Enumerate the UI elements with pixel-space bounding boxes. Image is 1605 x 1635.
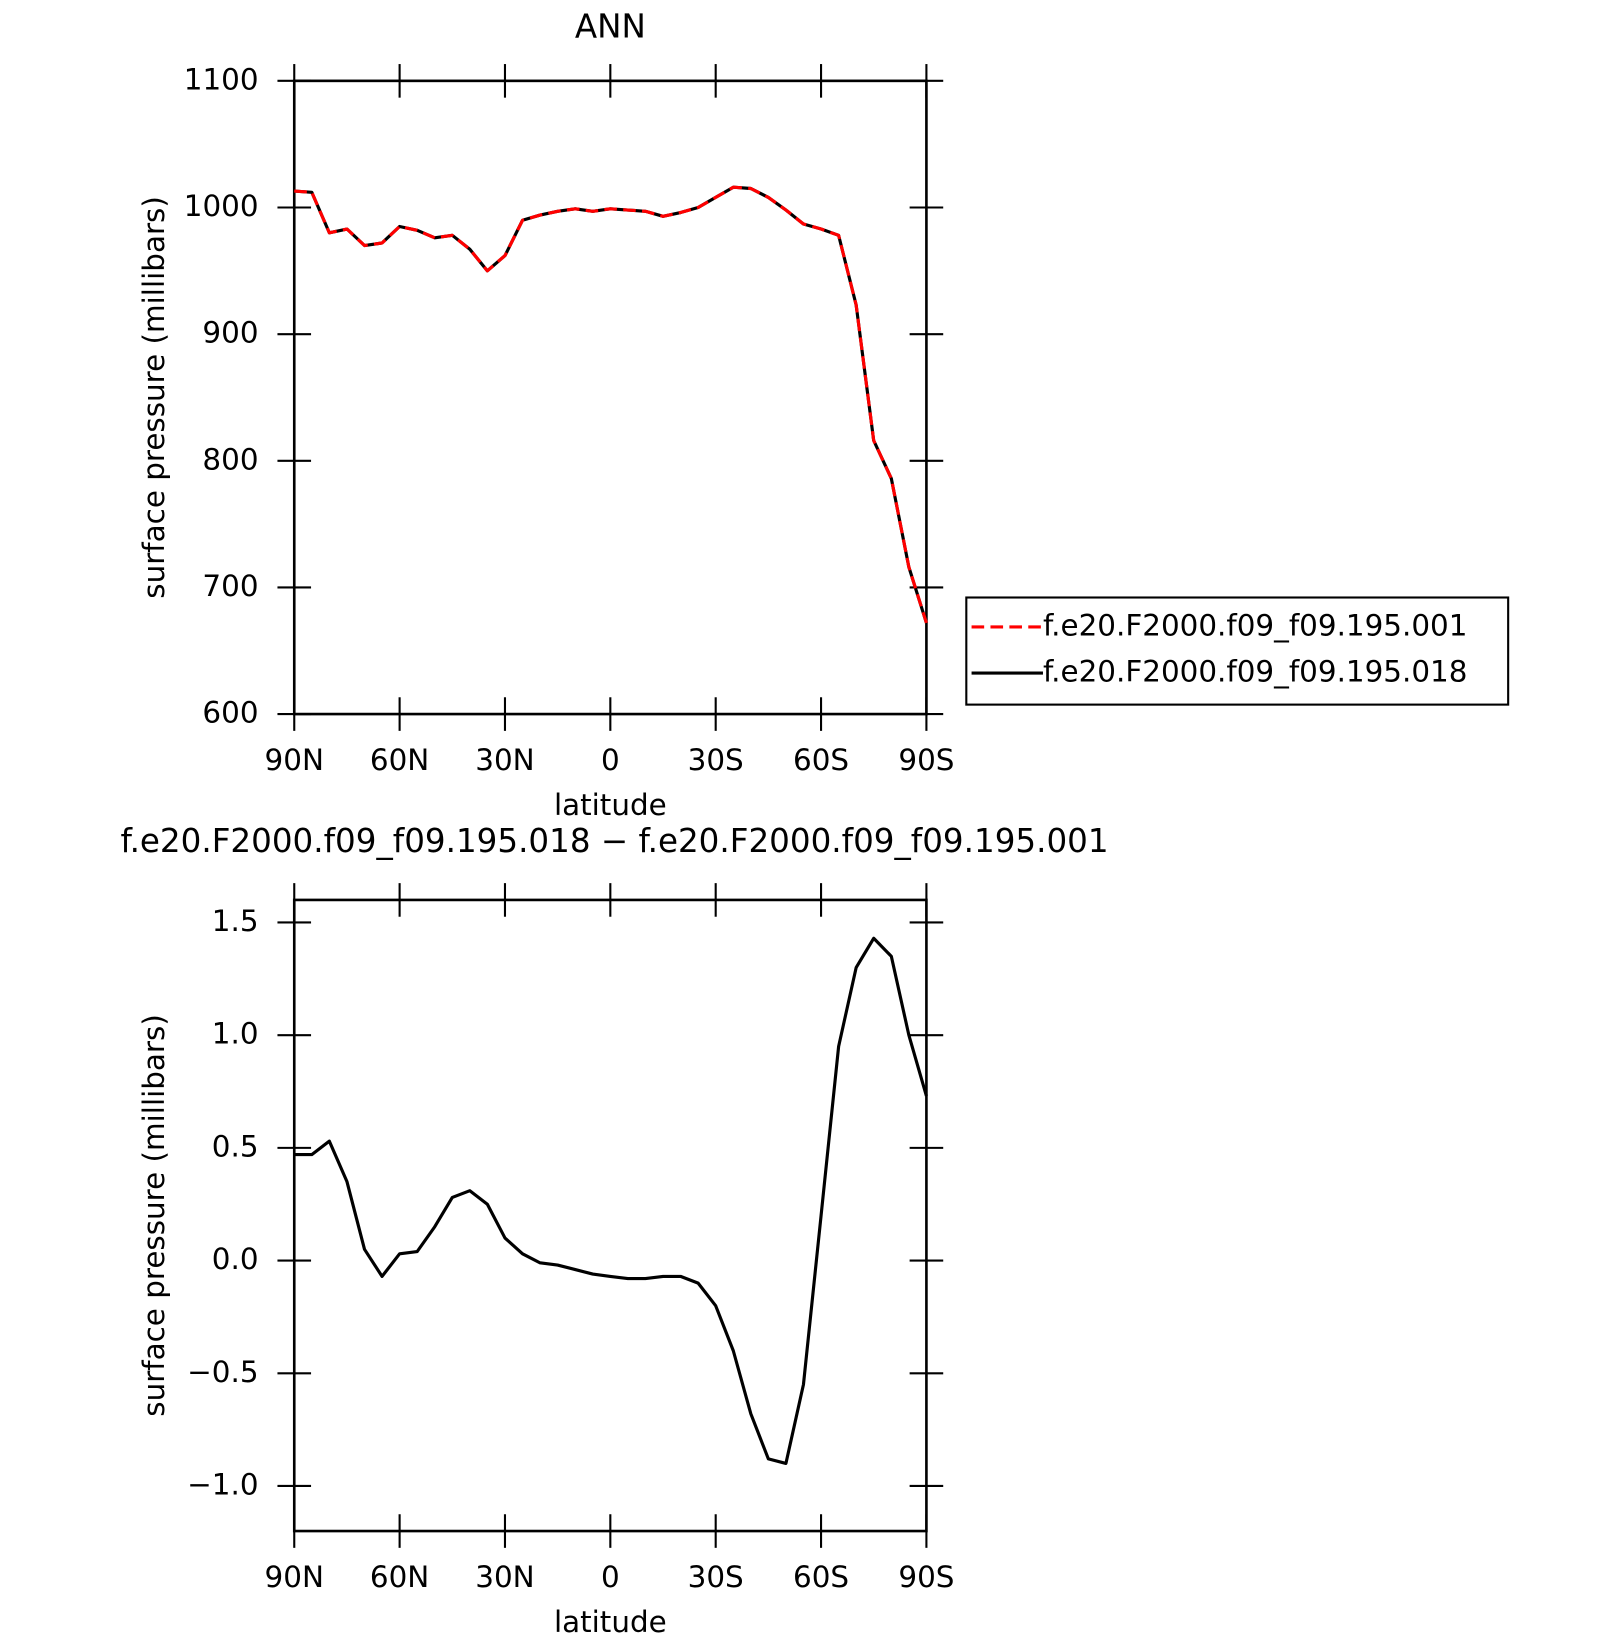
x-tick-label: 60N	[370, 1560, 429, 1594]
y-tick-label: 1.0	[212, 1017, 259, 1051]
x-tick-label: 30N	[475, 743, 534, 777]
y-tick-label: 1.5	[212, 904, 259, 938]
x-tick-label: 90N	[265, 743, 324, 777]
y-tick-label: 0.0	[212, 1242, 259, 1276]
x-tick-label: 60N	[370, 743, 429, 777]
y-axis-label: surface pressure (millibars)	[137, 1014, 171, 1417]
data-line	[294, 185, 928, 624]
y-tick-label: 700	[202, 569, 258, 603]
legend-label: f.e20.F2000.f09_f09.195.018	[1043, 655, 1467, 689]
y-tick-label: 1000	[184, 189, 259, 223]
x-tick-label: 60S	[793, 743, 849, 777]
y-tick-label: 600	[202, 696, 258, 730]
x-tick-label: 90S	[898, 1560, 954, 1594]
y-tick-label: 1100	[184, 62, 259, 96]
legend-label: f.e20.F2000.f09_f09.195.001	[1043, 608, 1467, 642]
x-axis-label: latitude	[554, 1605, 667, 1635]
x-axis-label: latitude	[554, 788, 667, 822]
chart-title: ANN	[575, 7, 646, 45]
x-tick-label: 30S	[688, 1560, 744, 1594]
x-tick-label: 90S	[898, 743, 954, 777]
data-line	[294, 185, 928, 624]
plot-frame	[292, 898, 928, 1533]
y-tick-label: 900	[202, 316, 258, 350]
y-tick-label: −0.5	[187, 1355, 258, 1389]
x-tick-label: 60S	[793, 1560, 849, 1594]
chart-title: f.e20.F2000.f09_f09.195.018 − f.e20.F200…	[120, 822, 1108, 860]
x-tick-label: 30N	[475, 1560, 534, 1594]
x-tick-label: 0	[601, 743, 620, 777]
data-line	[294, 936, 928, 1465]
y-tick-label: −1.0	[187, 1467, 258, 1501]
x-tick-label: 90N	[265, 1560, 324, 1594]
y-tick-label: 0.5	[212, 1129, 259, 1163]
legend-box	[965, 596, 1510, 706]
y-tick-label: 800	[202, 442, 258, 476]
plot-frame	[292, 79, 928, 716]
y-axis-label: surface pressure (millibars)	[137, 196, 171, 599]
x-tick-label: 30S	[688, 743, 744, 777]
x-tick-label: 0	[601, 1560, 620, 1594]
